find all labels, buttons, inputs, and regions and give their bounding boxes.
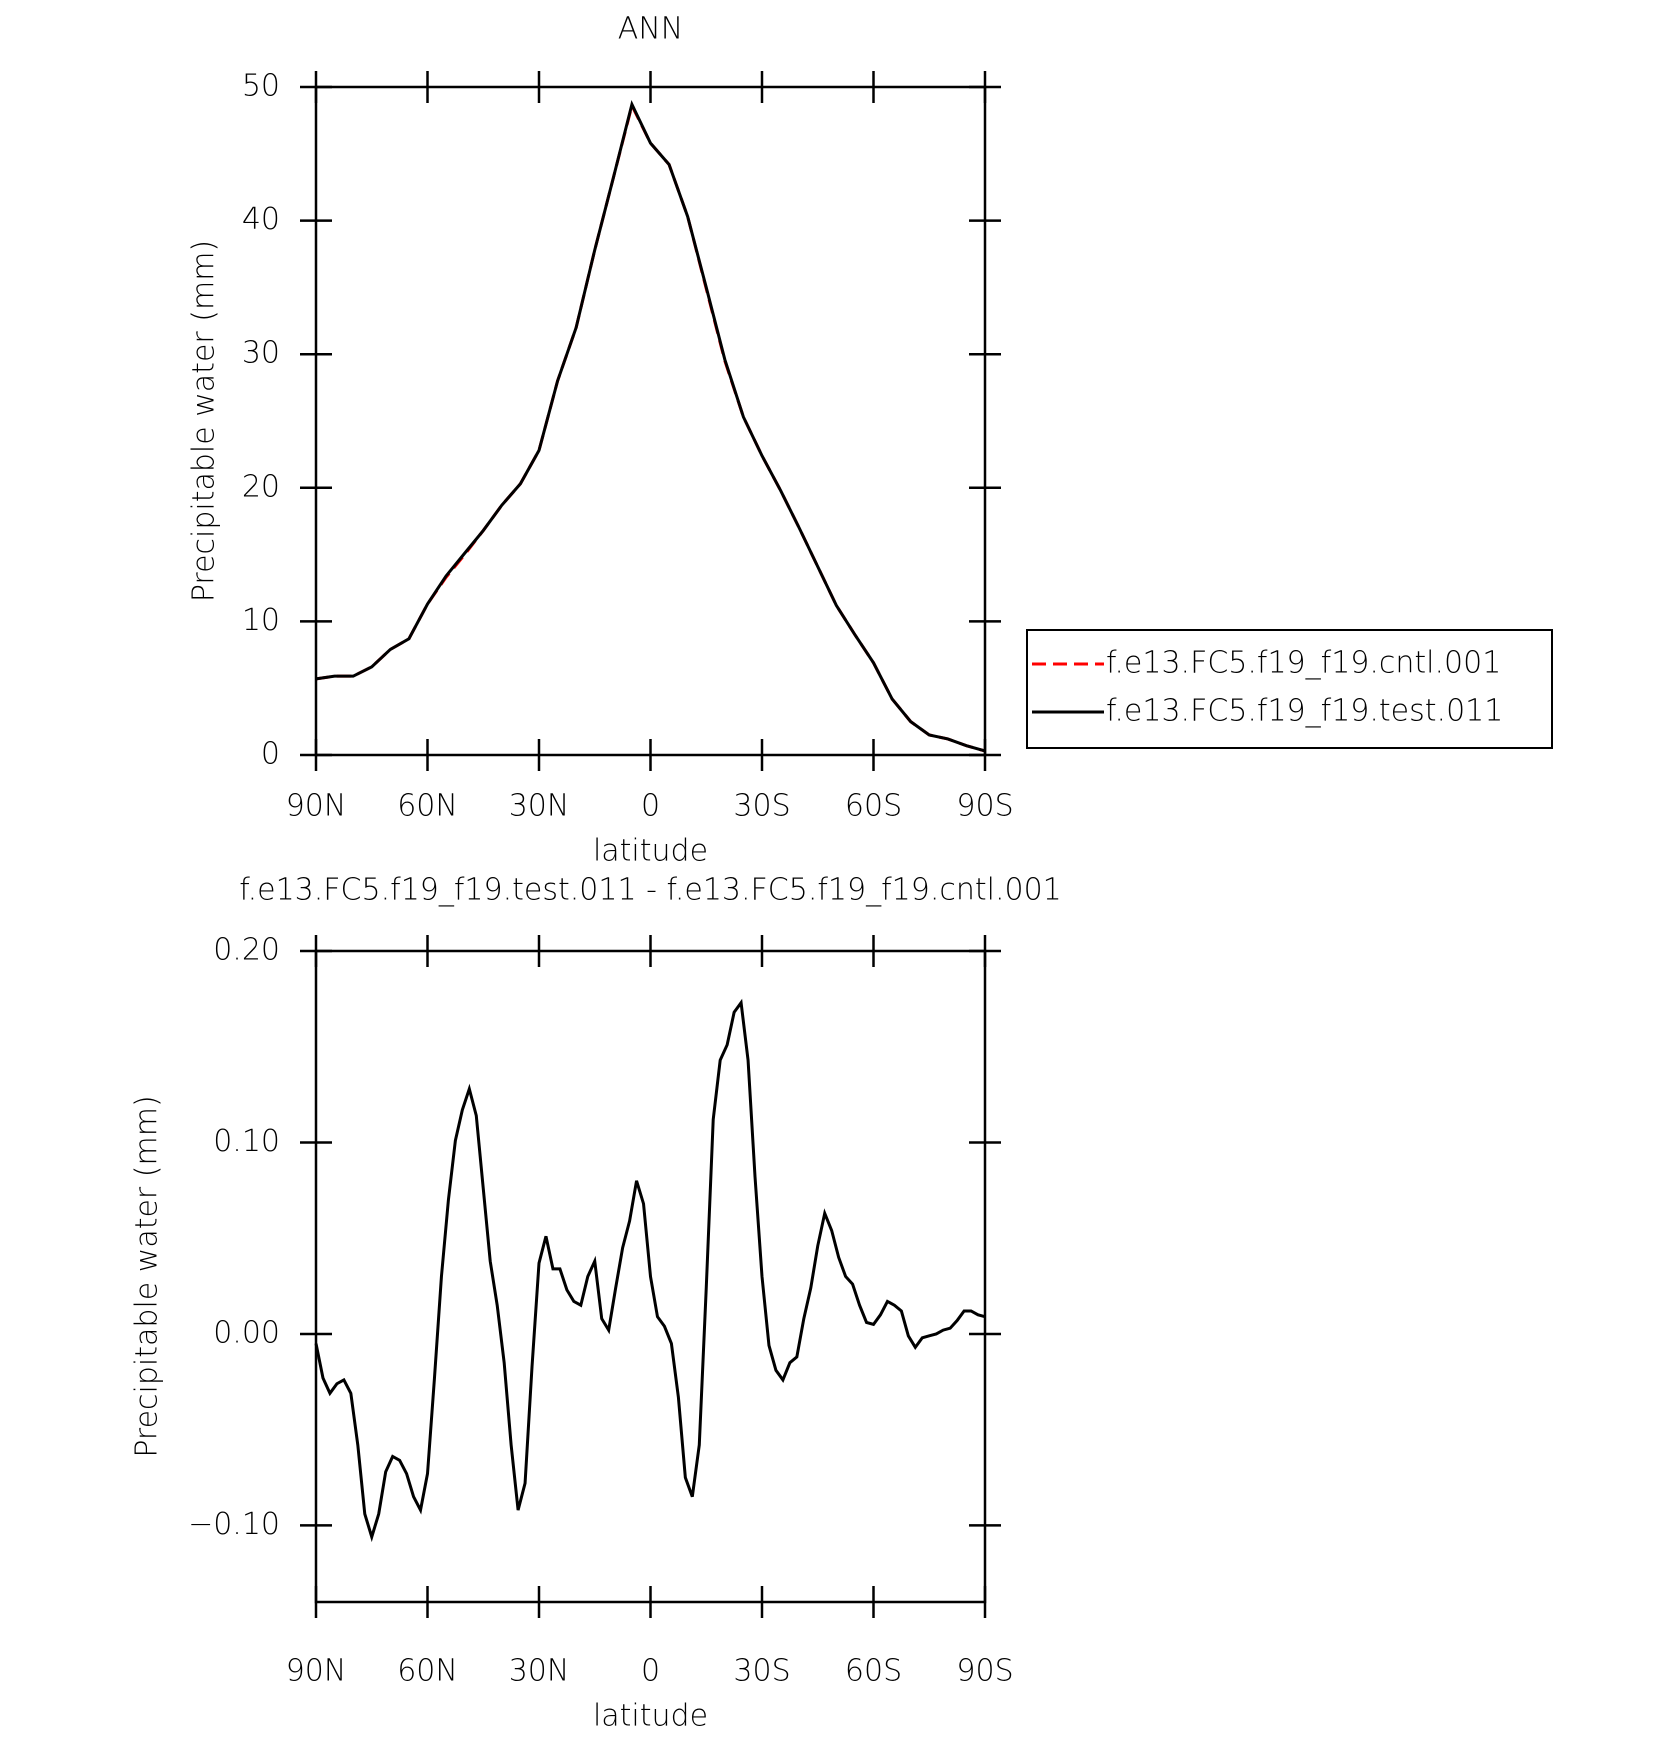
legend-label: f.e13.FC5.f19_f19.test.011 <box>1106 694 1503 729</box>
plot-frame <box>314 949 987 1604</box>
x-tick-label: 60S <box>845 789 902 824</box>
x-tick-label: 90S <box>956 789 1013 824</box>
x-axis-label: latitude <box>593 1699 708 1734</box>
y-tick-label: −0.10 <box>188 1507 280 1542</box>
x-tick-label: 60N <box>397 1654 458 1689</box>
y-tick-label: 0.20 <box>213 933 280 968</box>
legend-box <box>1026 629 1553 749</box>
data-line <box>315 99 986 753</box>
x-tick-label: 90N <box>286 789 347 824</box>
y-axis-label: Precipitable water (mm) <box>187 240 222 602</box>
y-tick-label: 0.00 <box>213 1315 280 1350</box>
data-line <box>314 998 986 1543</box>
y-tick-label: 40 <box>242 202 280 237</box>
x-axis-label: latitude <box>593 834 708 869</box>
x-tick-label: 30S <box>733 789 790 824</box>
data-line <box>315 101 986 753</box>
y-tick-label: 30 <box>242 336 280 371</box>
x-tick-label: 90S <box>956 1654 1013 1689</box>
x-tick-label: 90N <box>286 1654 347 1689</box>
x-tick-label: 0 <box>641 789 660 824</box>
y-tick-label: 0.10 <box>213 1124 280 1159</box>
legend-label: f.e13.FC5.f19_f19.cntl.001 <box>1106 646 1501 681</box>
chart-title: f.e13.FC5.f19_f19.test.011 - f.e13.FC5.f… <box>239 873 1062 908</box>
x-tick-label: 30N <box>509 1654 570 1689</box>
y-axis-label: Precipitable water (mm) <box>130 1095 165 1457</box>
y-tick-label: 20 <box>242 469 280 504</box>
x-tick-label: 60N <box>397 789 458 824</box>
x-tick-label: 30N <box>509 789 570 824</box>
plot-frame <box>314 85 987 757</box>
y-tick-label: 10 <box>242 603 280 638</box>
x-tick-label: 60S <box>845 1654 902 1689</box>
x-tick-label: 0 <box>641 1654 660 1689</box>
y-tick-label: 0 <box>261 737 280 772</box>
chart-title: ANN <box>618 12 683 47</box>
x-tick-label: 30S <box>733 1654 790 1689</box>
y-tick-label: 50 <box>242 69 280 104</box>
